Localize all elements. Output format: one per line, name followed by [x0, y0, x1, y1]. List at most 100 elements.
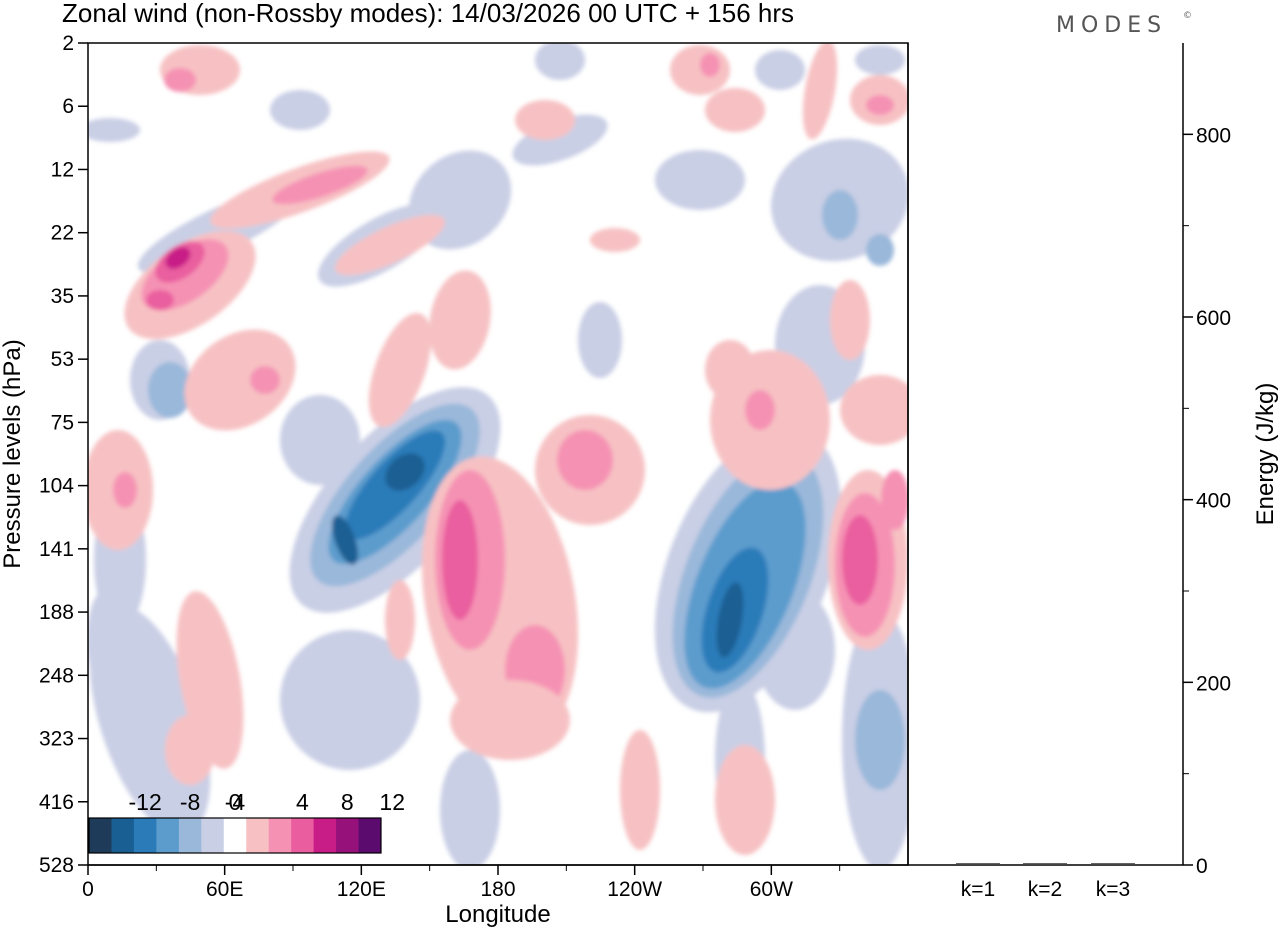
contour-region: [578, 302, 622, 378]
energy-bar: [1091, 863, 1135, 865]
colorbar-label: -12: [129, 789, 162, 815]
contour-region: [716, 582, 744, 658]
contour-region: [250, 366, 280, 394]
y-tick-label: 6: [62, 95, 74, 118]
y-tick-label: 12: [51, 158, 74, 181]
colorbar-label: 12: [379, 789, 405, 815]
energy-panel: 0 200 400 600 800 k=1 k=2 k=3: [907, 43, 1231, 901]
contour-region: [512, 114, 608, 166]
colorbar-label: 0: [229, 789, 242, 815]
contour-region: [113, 472, 137, 508]
y-tick-label: 416: [39, 791, 74, 814]
contour-region: [88, 118, 140, 142]
x-tick-label: 120W: [607, 878, 662, 901]
heatmap-field: [88, 43, 908, 865]
contour-region: [670, 45, 730, 95]
contour-region: [184, 329, 296, 431]
y-tick-label: 188: [39, 601, 74, 624]
y-tick-label: 35: [51, 285, 74, 308]
contour-region: [335, 214, 445, 276]
contour-region: [557, 430, 613, 490]
energy-bar: [956, 863, 1000, 865]
colorbar-swatch: [201, 818, 225, 853]
y-tick-label: 528: [39, 854, 74, 877]
colorbar-label: -4: [225, 789, 246, 815]
colorbar-label: 8: [341, 789, 354, 815]
contour-region: [165, 715, 215, 785]
colorbar-swatch: [156, 818, 180, 853]
contour-region: [705, 88, 765, 132]
contour-region: [164, 68, 196, 92]
x-tick-label: 0: [82, 878, 94, 901]
contour-region: [655, 150, 745, 210]
colorbar: -12 -8 -40 4 8 12: [88, 789, 405, 854]
colorbar-swatch: [246, 818, 270, 853]
brand-text: MODES: [1056, 13, 1167, 38]
energy-x-axis: k=1 k=2 k=3: [961, 878, 1130, 901]
contour-region: [385, 580, 415, 660]
energy-category-label: k=1: [961, 878, 995, 901]
y-tick-label: 141: [39, 538, 74, 561]
contour-region: [515, 100, 575, 140]
y-axis: 2 6 12 22 35 53 75 104 141 188 248 323 416 528: [39, 32, 88, 877]
contour-region: [88, 590, 123, 690]
energy-y-axis: 0 200 400 600 800: [1183, 124, 1231, 878]
x-tick-label: 120E: [337, 878, 386, 901]
y-tick-label: 323: [39, 728, 74, 751]
colorbar-swatch: [223, 818, 247, 853]
contour-region: [705, 340, 755, 400]
contour-region: [881, 470, 908, 530]
colorbar-swatches: [89, 818, 382, 853]
y-tick-label: 248: [39, 664, 74, 687]
colorbar-label: 4: [296, 789, 309, 815]
contour-region: [822, 190, 858, 240]
contour-region: [745, 390, 775, 430]
colorbar-swatch: [291, 818, 315, 853]
chart-title: Zonal wind (non-Rossby modes): 14/03/202…: [62, 0, 794, 28]
contour-region: [450, 680, 570, 760]
contour-region: [270, 90, 330, 130]
y-tick-label: 75: [51, 411, 74, 434]
contour-region: [830, 280, 870, 360]
contour-region: [842, 515, 878, 605]
contour-region: [280, 395, 360, 485]
contour-region: [700, 53, 720, 77]
contour-region: [755, 50, 805, 90]
contour-region: [442, 500, 478, 620]
x-axis-label: Longitude: [445, 901, 550, 928]
contour-region: [146, 290, 174, 310]
contour-region: [385, 453, 425, 491]
contour-region: [280, 630, 420, 770]
contour-region: [148, 362, 192, 418]
colorbar-swatch: [358, 818, 382, 853]
contour-region: [368, 312, 432, 428]
contour-region: [866, 95, 894, 115]
y-tick-label: 53: [51, 348, 74, 371]
y-tick-label: 22: [51, 222, 74, 245]
energy-tick-label: 600: [1196, 307, 1231, 330]
x-tick-label: 60E: [206, 878, 243, 901]
y-tick-label: 104: [39, 475, 74, 498]
colorbar-swatch: [313, 818, 337, 853]
contour-region: [440, 750, 500, 865]
contour-region: [855, 690, 905, 790]
contour-regions: [88, 43, 908, 865]
contour-region: [590, 228, 640, 252]
colorbar-frame: [88, 817, 382, 854]
energy-bar: [1023, 863, 1067, 865]
energy-bars: [956, 863, 1135, 865]
colorbar-swatch: [89, 818, 112, 853]
colorbar-swatch: [336, 818, 360, 853]
contour-region: [272, 165, 368, 205]
energy-tick-label: 400: [1196, 490, 1231, 513]
brand-mark: ©: [1183, 11, 1192, 21]
colorbar-label: -8: [180, 789, 200, 815]
contour-region: [429, 270, 491, 370]
colorbar-labels: -12 -8 -40 4 8 12: [129, 789, 405, 815]
energy-tick-label: 200: [1196, 672, 1231, 695]
energy-category-label: k=2: [1028, 878, 1062, 901]
energy-category-label: k=3: [1096, 878, 1130, 901]
contour-region: [866, 234, 894, 266]
x-axis: 0 60E 120E 180 120W 60W: [82, 864, 908, 901]
